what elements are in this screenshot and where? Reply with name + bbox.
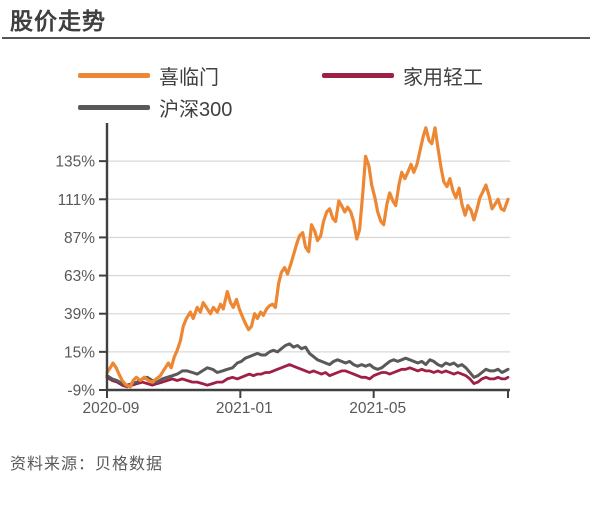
legend-label-csi300: 沪深300 <box>159 98 233 121</box>
y-tick-label: 15% <box>64 344 95 361</box>
x-tick-label: 2021-05 <box>349 400 406 417</box>
series-line-0 <box>105 126 510 389</box>
y-tick-label: -9% <box>67 383 95 400</box>
x-tick-label: 2021-01 <box>216 400 273 417</box>
legend-item-xilinmen: 喜临门 <box>78 63 219 89</box>
series-line-2 <box>105 342 510 387</box>
legend-label-household-light-industry: 家用轻工 <box>403 66 483 89</box>
chart-legend: 喜临门 家用轻工 沪深300 <box>0 60 600 122</box>
legend-line-swatch-crimson <box>322 72 394 78</box>
legend-line-swatch-gray <box>78 104 150 110</box>
series-line-1 <box>105 363 510 389</box>
legend-line-swatch-orange <box>78 72 150 78</box>
title-underline <box>2 37 590 39</box>
x-tick-label: 2020-09 <box>83 400 140 417</box>
legend-label-xilinmen: 喜临门 <box>159 66 219 89</box>
data-source-note: 资料来源：贝格数据 <box>10 456 164 473</box>
y-tick-label: 111% <box>58 192 96 209</box>
legend-item-csi300: 沪深300 <box>78 95 233 121</box>
y-tick-label: 39% <box>64 306 95 323</box>
y-tick-label: 63% <box>64 268 95 285</box>
legend-item-household-light-industry: 家用轻工 <box>322 63 483 89</box>
y-tick-label: 87% <box>64 230 95 247</box>
y-tick-label: 135% <box>55 154 95 171</box>
page-title: 股价走势 <box>10 8 106 34</box>
